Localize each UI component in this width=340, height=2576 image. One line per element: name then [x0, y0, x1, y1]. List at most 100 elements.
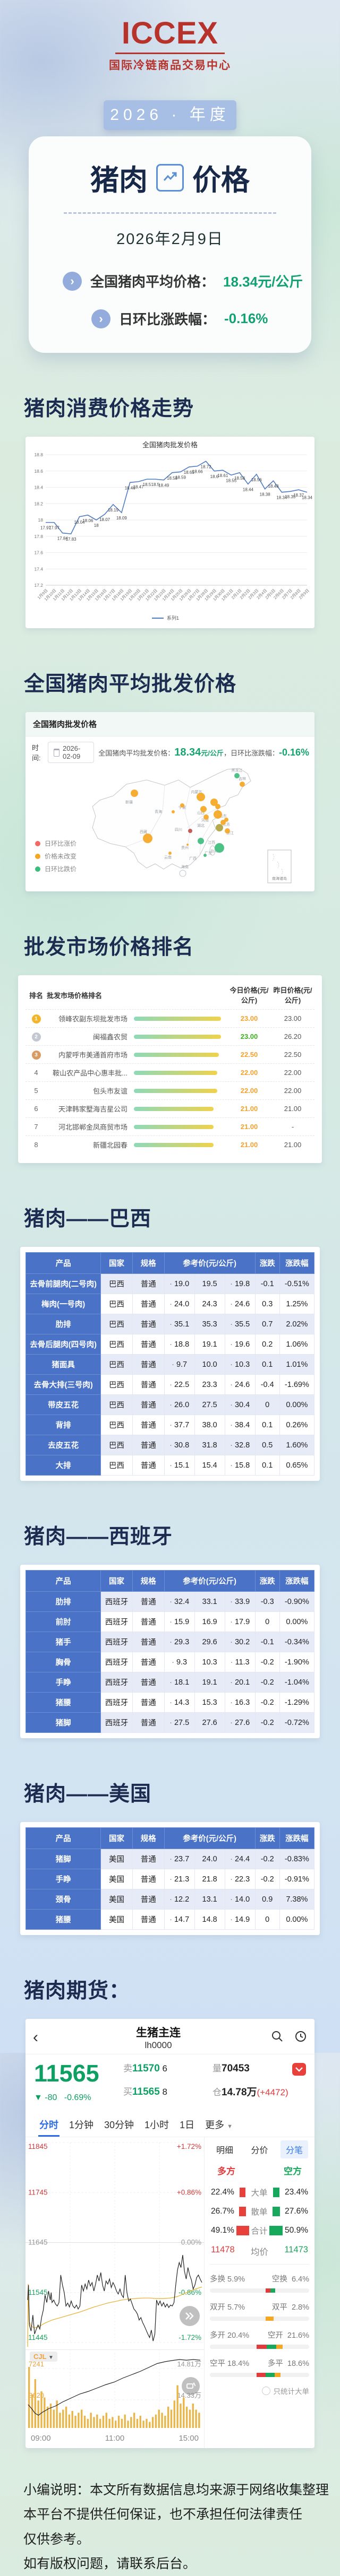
expand-chevrons-button[interactable] [180, 2306, 200, 2326]
svg-text:18.72: 18.72 [201, 464, 212, 469]
svg-text:17.4: 17.4 [34, 566, 43, 571]
svg-text:18.58: 18.58 [167, 476, 178, 481]
flow-stat-row: 多开 20.4% 空开 21.6% [210, 2329, 309, 2349]
svg-text:18.61: 18.61 [217, 473, 228, 478]
calendar-icon [54, 748, 60, 757]
svg-text:18.04: 18.04 [74, 520, 85, 525]
map-avg-price: 18.34 [174, 746, 201, 758]
svg-text:17.2: 17.2 [34, 583, 43, 588]
back-button[interactable]: ‹ [33, 2028, 38, 2046]
tab-30分钟[interactable]: 30分钟 [104, 2120, 134, 2130]
tab-1小时[interactable]: 1小时 [144, 2120, 169, 2130]
radio-circle-icon [261, 2387, 270, 2395]
svg-text:17.83: 17.83 [66, 537, 77, 542]
svg-text:18.5: 18.5 [143, 482, 151, 487]
tab-分笔[interactable]: 分笔 [280, 2140, 308, 2158]
date-picker[interactable]: 2026-02-09 [48, 742, 95, 763]
chevron-bullet-icon: › [63, 271, 82, 291]
svg-text:+0.86%: +0.86% [177, 2188, 201, 2196]
table-row: 梅肉(一号肉)巴西普通24.024.324.60.31.25% [25, 1294, 315, 1314]
svg-text:江苏: 江苏 [223, 822, 230, 827]
big-orders-only-radio[interactable]: 只统计大单 [210, 2386, 309, 2396]
section-heading-map: 全国猪肉平均批发价格 [24, 673, 237, 696]
table-row: 去骨大排(三号肉)巴西普通22.523.324.6-0.4-1.69% [25, 1374, 315, 1395]
svg-text:18.09: 18.09 [116, 516, 128, 521]
china-map: 新疆 青海 西藏 四川 云南 贵州 广西 广东 湖北 江西 内蒙古 山西 河南 山东 江苏 浙江 吉林 黑龙江 台湾… [26, 764, 314, 891]
rotate-screen-button[interactable] [182, 2377, 200, 2395]
svg-text:西藏: 西藏 [140, 829, 147, 834]
svg-text:18.4: 18.4 [34, 485, 43, 490]
svg-text:云南: 云南 [164, 855, 172, 860]
title-left: 猪肉 [90, 164, 148, 196]
svg-text:11745: 11745 [28, 2188, 48, 2196]
map-legend-item: 价格未改变 [35, 852, 76, 861]
tab-分价[interactable]: 分价 [251, 2146, 268, 2155]
order-split-row: 49.1% 合计 50.9% [211, 2226, 308, 2236]
map-legend-item: 日环比跌价 [35, 864, 76, 873]
svg-text:18.44: 18.44 [243, 487, 254, 492]
page-title: 猪肉 价格 [29, 157, 311, 198]
search-icon[interactable] [271, 2030, 284, 2045]
title-right: 价格 [192, 164, 250, 196]
report-date: 2026年2月9日 [116, 231, 224, 248]
map-card: 全国猪肉批发价格 时间: 2026-02-09 全国猪肉平均批发价格：18.34… [26, 712, 314, 891]
map-price-line: 全国猪肉平均批发价格：18.34元/公斤，日环比涨跌幅：-0.16% [98, 746, 309, 758]
map-legend-item: 日环比涨价 [35, 839, 76, 848]
ranking-row: 6 天津韩家墅海吉星公司 21.00 21.00 [26, 1099, 314, 1117]
table-row: 去骨前腿肉(二号肉)巴西普通19.019.519.8-0.1-0.51% [25, 1273, 315, 1294]
open-interest-row: 仓14.78万(+4472) [212, 2087, 288, 2098]
svg-text:黑龙江: 黑龙江 [232, 768, 243, 773]
ranking-card: 排名 批发市场价格排名 今日价格(元/公斤) 昨日价格(元/公斤) 1 领峰农副东… [18, 975, 322, 1163]
history-clock-icon[interactable] [294, 2030, 307, 2045]
red-envelope-badge[interactable] [292, 2063, 306, 2076]
futures-header: ‹ 生猪主连 lh0000 [26, 2019, 314, 2054]
disclaimer-line: 仅供参考。 [23, 2531, 90, 2547]
quote-block: 11565 ▼ -80 -0.69% 卖11570 6 买11565 8 量70… [26, 2054, 314, 2111]
svg-text:11645: 11645 [28, 2239, 48, 2247]
table-row: 猪脚西班牙普通27.527.627.6-0.2-0.72% [25, 1712, 315, 1733]
tab-更多[interactable]: 更多 ▼ [205, 2120, 233, 2130]
svg-text:17.97: 17.97 [49, 526, 60, 531]
tab-分时[interactable]: 分时 [34, 2113, 64, 2137]
volume-indicator-dropdown[interactable]: CJL ▼ [30, 2352, 57, 2362]
map-legend: 日环比涨价价格未改变日环比跌价 [35, 835, 76, 873]
svg-text:18.2: 18.2 [34, 501, 43, 506]
svg-text:河南: 河南 [201, 818, 209, 822]
ranking-row: 2 闽福鑫农贸 23.00 26.20 [26, 1027, 314, 1045]
table-row: 肋排巴西普通35.135.335.50.72.02% [25, 1314, 315, 1334]
ranking-row: 1 领峰农副东坝批发市场 23.00 23.00 [26, 1009, 314, 1027]
avg-price-row: 11478 均价 11473 [211, 2245, 308, 2257]
table-row: 颈骨美国普通12.213.114.00.97.38% [25, 1889, 315, 1910]
svg-text:17.6: 17.6 [34, 550, 43, 556]
order-split-row: 22.4% 大单 23.4% [211, 2188, 308, 2198]
svg-text:18.06: 18.06 [82, 518, 94, 523]
svg-text:广西: 广西 [189, 856, 197, 861]
svg-text:11545: 11545 [28, 2288, 48, 2296]
daily-change-row: › 日环比涨跌幅： -0.16% [91, 309, 311, 328]
svg-text:18.47: 18.47 [133, 485, 144, 490]
tab-1日[interactable]: 1日 [180, 2120, 195, 2130]
svg-text:18.37: 18.37 [293, 493, 304, 498]
svg-text:广东: 广东 [205, 851, 212, 855]
svg-text:18: 18 [38, 517, 44, 523]
svg-text:系列1: 系列1 [167, 615, 179, 621]
tab-明细[interactable]: 明细 [216, 2146, 234, 2155]
svg-text:南海诸岛: 南海诸岛 [272, 876, 287, 881]
ask-row: 卖11570 6 [123, 2063, 167, 2074]
year-badge: 2026 · 年度 [104, 100, 236, 130]
svg-text:山东: 山东 [219, 813, 227, 818]
svg-text:18.46: 18.46 [125, 485, 136, 490]
flow-stat-row: 空平 18.4% 多平 18.6% [210, 2357, 309, 2377]
avg-price-row: › 全国猪肉平均价格： 18.34元/公斤 [63, 271, 311, 291]
table-row: 前肘西班牙普通15.916.917.900.00% [25, 1611, 315, 1632]
disclaimer-line: 如有版权问题，请联系后台。 [23, 2556, 197, 2571]
ranking-row: 8 新疆北园春 21.00 21.00 [26, 1135, 314, 1153]
table-row: 去皮五花巴西普通30.831.832.80.51.60% [25, 1435, 315, 1455]
tab-1分钟[interactable]: 1分钟 [69, 2120, 94, 2130]
